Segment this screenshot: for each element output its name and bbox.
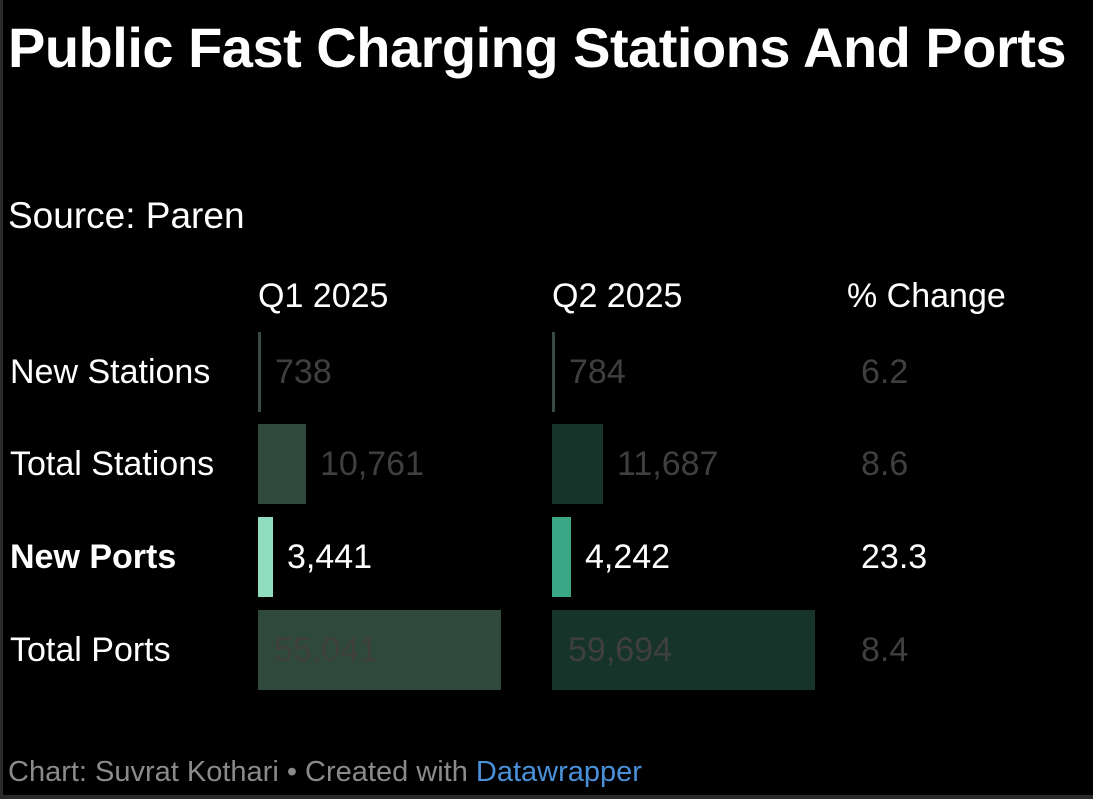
- new-ports-value-q2: 4,242: [585, 538, 671, 576]
- new-stations-value-q2: 784: [569, 353, 626, 391]
- new-ports-value-q1: 3,441: [287, 538, 373, 576]
- row-label-total-ports: Total Ports: [10, 631, 171, 669]
- row-label-new-stations: New Stations: [10, 353, 211, 391]
- total-stations-value-q2: 11,687: [617, 445, 719, 483]
- datawrapper-link[interactable]: Datawrapper: [475, 756, 642, 788]
- frame-left-border: [0, 0, 3, 799]
- new-ports-bar-q2: [552, 517, 571, 597]
- new-ports-change: 23.3: [861, 538, 928, 576]
- new-ports-bar-q1: [258, 517, 273, 597]
- total-ports-change: 8.4: [861, 631, 909, 669]
- column-header-2: % Change: [847, 277, 1006, 315]
- footer-credit: Chart: Suvrat Kothari • Created with: [8, 756, 476, 788]
- total-ports-bar-q2: [552, 610, 815, 690]
- row-label-new-ports: New Ports: [10, 538, 177, 576]
- total-stations-bar-q1: [258, 424, 306, 504]
- total-stations-bar-q2: [552, 424, 603, 504]
- total-stations-value-q1: 10,761: [320, 445, 424, 483]
- chart-footer: Chart: Suvrat Kothari • Created with Dat…: [8, 754, 642, 790]
- total-ports-value-q1: 55,041: [274, 631, 378, 669]
- frame-bottom-border: [0, 795, 1093, 799]
- total-stations-change: 8.6: [861, 445, 909, 483]
- column-header-0: Q1 2025: [258, 277, 389, 315]
- new-stations-bar-q2: [552, 332, 555, 412]
- total-ports-value-q2: 59,694: [568, 631, 672, 669]
- chart-subtitle: Source: Paren: [8, 195, 245, 236]
- row-label-total-stations: Total Stations: [10, 445, 215, 483]
- column-header-1: Q2 2025: [552, 277, 683, 315]
- total-ports-bar-q1: [258, 610, 501, 690]
- chart-title: Public Fast Charging Stations And Ports: [8, 16, 1067, 79]
- new-stations-bar-q1: [258, 332, 261, 412]
- new-stations-change: 6.2: [861, 353, 909, 391]
- new-stations-value-q1: 738: [275, 353, 332, 391]
